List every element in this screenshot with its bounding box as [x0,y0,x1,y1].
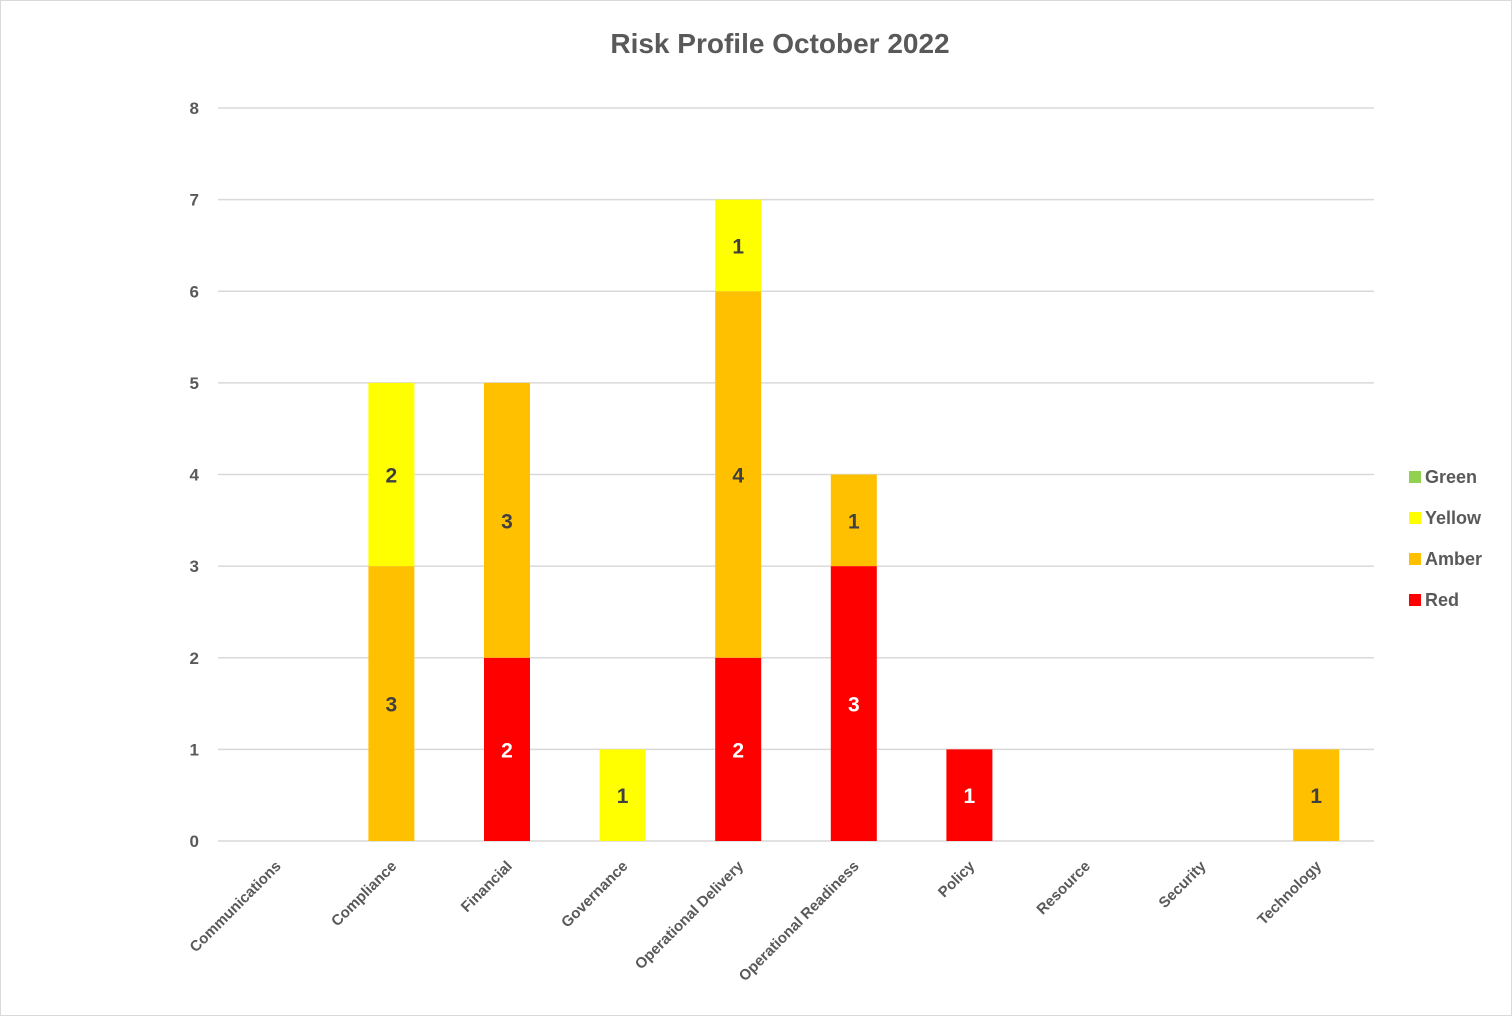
bar-red-policy [946,749,993,841]
data-label: 3 [501,510,513,533]
legend-label-amber: Amber [1425,549,1482,569]
y-tick-label: 6 [190,282,199,301]
y-axis-ticks: 0 1 2 3 4 5 6 7 8 [190,99,200,851]
bar-yellow-operational-delivery [715,199,762,292]
x-category-label: Compliance [328,858,400,930]
bars [368,199,1340,841]
legend-swatch-amber [1409,553,1421,565]
y-tick-label: 5 [190,374,199,393]
data-label: 1 [732,235,744,258]
bar-red-operational-delivery [715,657,762,841]
y-tick-label: 8 [190,99,199,118]
y-tick-label: 0 [190,832,199,851]
data-labels: 3 2 2 3 1 2 4 1 3 1 1 1 [386,235,1323,808]
data-label: 1 [617,785,629,808]
bar-amber-compliance [368,566,415,841]
chart-title: Risk Profile October 2022 [610,28,949,59]
data-label: 3 [848,694,860,717]
data-label: 4 [732,465,744,488]
bar-yellow-compliance [368,382,415,567]
legend-swatch-yellow [1409,512,1421,524]
x-category-label: Operational Readiness [736,858,863,985]
x-category-label: Security [1156,857,1210,911]
x-category-label: Financial [458,858,516,916]
legend-label-yellow: Yellow [1425,508,1482,528]
data-label: 2 [386,465,398,488]
legend: Green Yellow Amber Red [1409,467,1482,610]
x-category-label: Communications [187,858,285,956]
bar-amber-technology [1293,749,1340,841]
y-tick-label: 2 [190,649,199,668]
x-category-label: Technology [1254,857,1325,928]
x-axis-categories: Communications Compliance Financial Governa… [187,857,1326,984]
bar-amber-operational-delivery [715,291,762,658]
x-category-label: Governance [558,858,631,931]
bar-red-operational-readiness [830,566,877,841]
legend-label-green: Green [1425,467,1477,487]
bar-red-financial [484,657,530,841]
data-label: 1 [1310,785,1322,808]
x-category-label: Operational Delivery [632,857,748,973]
x-category-label: Policy [935,857,979,901]
data-label: 3 [386,694,398,717]
bar-yellow-governance [599,749,646,841]
data-label: 2 [501,739,513,762]
data-label: 1 [848,510,860,533]
y-tick-label: 4 [190,466,200,485]
y-tick-label: 3 [190,557,199,576]
legend-swatch-green [1409,471,1421,483]
data-label: 2 [732,739,744,762]
y-tick-label: 1 [190,740,199,759]
bar-amber-financial [484,382,530,658]
legend-swatch-red [1409,594,1421,606]
legend-label-red: Red [1425,590,1459,610]
bar-amber-operational-readiness [830,474,877,567]
y-tick-label: 7 [190,191,199,210]
data-label: 1 [964,785,976,808]
x-category-label: Resource [1033,858,1093,918]
